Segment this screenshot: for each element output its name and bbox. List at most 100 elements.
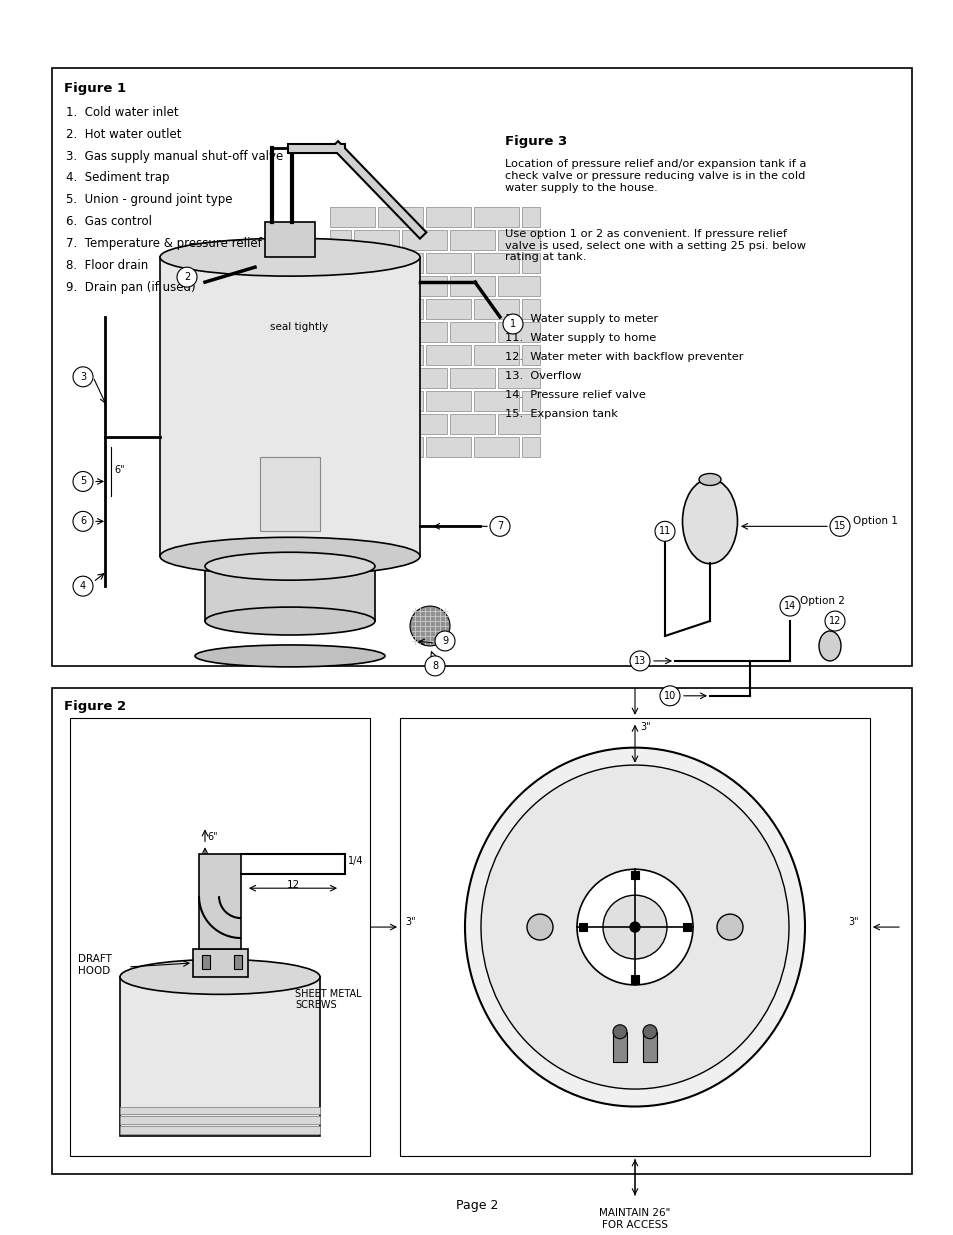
Bar [521, 345, 539, 364]
Bar [330, 437, 375, 457]
Text: 8.  Floor drain: 8. Floor drain [66, 259, 148, 272]
Circle shape [502, 314, 522, 333]
Bar [474, 207, 518, 227]
Bar [202, 955, 210, 969]
Bar [474, 437, 518, 457]
Bar [450, 414, 495, 433]
Text: 3": 3" [847, 918, 858, 927]
Bar [401, 414, 447, 433]
Text: DRAFT
HOOD: DRAFT HOOD [78, 953, 112, 976]
Text: 4.  Sediment trap: 4. Sediment trap [66, 172, 170, 184]
Bar [354, 414, 398, 433]
Bar [330, 322, 351, 342]
Circle shape [824, 611, 844, 631]
Bar [377, 207, 422, 227]
Bar [613, 1031, 626, 1062]
Bar [642, 1031, 657, 1062]
Ellipse shape [205, 608, 375, 635]
Bar [426, 207, 471, 227]
Bar [377, 390, 422, 411]
Bar [497, 322, 539, 342]
Text: SHEET METAL
SCREWS: SHEET METAL SCREWS [253, 961, 361, 1010]
Bar [377, 345, 422, 364]
Text: Figure 1: Figure 1 [64, 82, 126, 95]
Bar [330, 230, 351, 251]
Bar [474, 390, 518, 411]
Text: 1: 1 [510, 319, 516, 329]
Text: seal tightly: seal tightly [270, 322, 328, 332]
Text: 12.  Water meter with backflow preventer: 12. Water meter with backflow preventer [504, 352, 742, 362]
Bar [450, 277, 495, 296]
Circle shape [73, 577, 92, 597]
Text: 3: 3 [80, 372, 86, 382]
Ellipse shape [681, 479, 737, 563]
Ellipse shape [120, 960, 319, 994]
Bar [474, 299, 518, 319]
Text: 15: 15 [833, 521, 845, 531]
Circle shape [629, 923, 639, 932]
Bar [160, 257, 419, 556]
Bar [450, 230, 495, 251]
Text: 7: 7 [497, 521, 502, 531]
Bar [521, 253, 539, 273]
Ellipse shape [160, 238, 419, 277]
Text: Location of pressure relief and/or expansion tank if a
check valve or pressure r: Location of pressure relief and/or expan… [504, 159, 805, 193]
Bar [120, 977, 319, 1136]
Bar [354, 368, 398, 388]
Text: Use option 1 or 2 as convenient. If pressure relief
valve is used, select one wi: Use option 1 or 2 as convenient. If pres… [504, 230, 805, 263]
Text: 14: 14 [783, 601, 796, 611]
Bar [120, 1126, 319, 1135]
Bar [399, 718, 869, 1156]
Bar [265, 222, 314, 257]
Text: 3": 3" [405, 918, 416, 927]
Bar [377, 299, 422, 319]
Text: 13.  Overflow: 13. Overflow [504, 370, 580, 380]
Ellipse shape [205, 552, 375, 580]
Circle shape [717, 914, 742, 940]
Bar [193, 948, 248, 977]
Bar [682, 923, 690, 931]
Bar [52, 68, 911, 666]
Text: 2: 2 [184, 272, 190, 282]
Text: 6": 6" [113, 464, 125, 474]
Text: Page 2: Page 2 [456, 1199, 497, 1213]
Text: 10: 10 [663, 690, 676, 700]
Text: 9: 9 [441, 636, 448, 646]
Bar [401, 277, 447, 296]
Bar [426, 299, 471, 319]
Bar [630, 871, 639, 879]
Bar [205, 566, 375, 621]
Bar [330, 277, 351, 296]
Circle shape [490, 516, 510, 536]
Bar [630, 974, 639, 983]
Text: 6: 6 [80, 516, 86, 526]
Circle shape [73, 367, 92, 387]
Circle shape [642, 1025, 657, 1039]
Text: 6": 6" [207, 832, 217, 842]
Text: Option 2: Option 2 [800, 597, 844, 606]
Text: 14.  Pressure relief valve: 14. Pressure relief valve [504, 390, 645, 400]
Text: 2.  Hot water outlet: 2. Hot water outlet [66, 127, 181, 141]
Text: 11: 11 [659, 526, 670, 536]
Bar [52, 688, 911, 1174]
Text: 5.  Union - ground joint type: 5. Union - ground joint type [66, 194, 233, 206]
Bar [330, 299, 375, 319]
Bar [497, 230, 539, 251]
Text: 1/4: 1/4 [348, 856, 363, 866]
Bar [330, 345, 375, 364]
Bar [426, 253, 471, 273]
Bar [377, 437, 422, 457]
Text: Option 1: Option 1 [852, 516, 897, 526]
Text: 13: 13 [633, 656, 645, 666]
Ellipse shape [464, 747, 804, 1107]
Bar [330, 207, 375, 227]
Text: 7.  Temperature & pressure relief valve: 7. Temperature & pressure relief valve [66, 237, 297, 251]
Ellipse shape [699, 473, 720, 485]
Ellipse shape [480, 766, 788, 1089]
Bar [260, 457, 319, 531]
Circle shape [780, 597, 800, 616]
Text: 12: 12 [828, 616, 841, 626]
Circle shape [73, 511, 92, 531]
Bar [70, 718, 370, 1156]
Text: 10.  Water supply to meter: 10. Water supply to meter [504, 314, 658, 324]
